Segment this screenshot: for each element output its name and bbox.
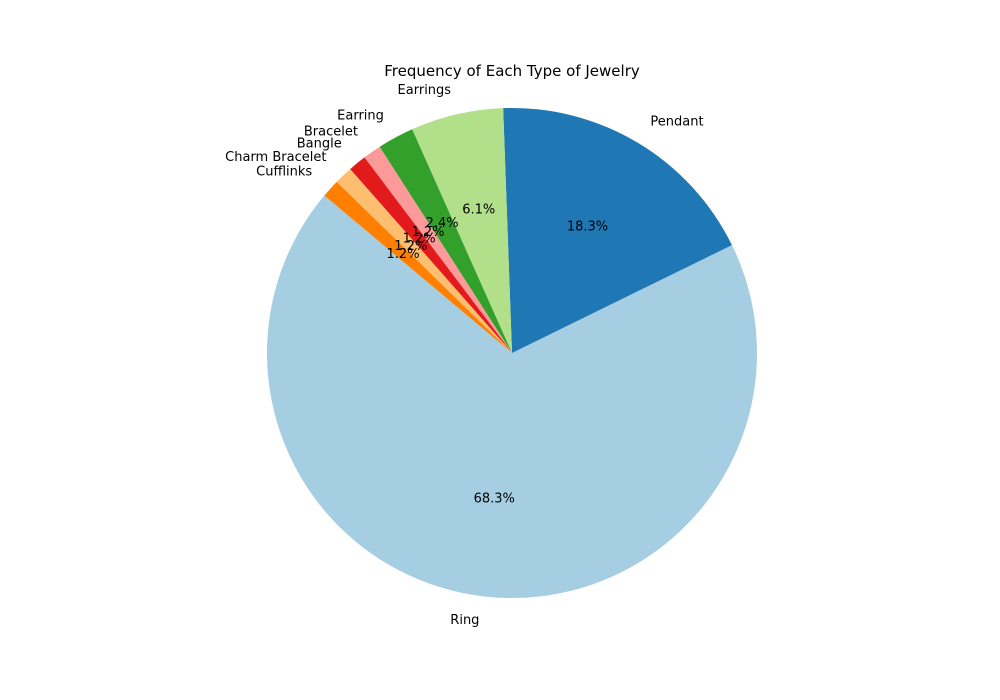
pct-label-cufflinks: 1.2% (387, 247, 420, 262)
slice-label-bangle: Bangle (297, 137, 342, 152)
pie-slice-earring (379, 129, 512, 353)
pct-label-earring: 2.4% (426, 216, 459, 231)
pct-label-bracelet: 1.2% (411, 225, 444, 240)
slice-label-charm-bracelet: Charm Bracelet (225, 150, 326, 165)
pct-label-pendant: 18.3% (567, 219, 608, 234)
pie-slices (266, 107, 758, 599)
slice-label-earring: Earring (337, 108, 384, 123)
pct-label-earrings: 6.1% (462, 202, 495, 217)
pie-slice-earrings (412, 108, 512, 354)
slice-label-earrings: Earrings (398, 83, 452, 98)
pie-labels: Ring 68.3% Pendant 18.3% Earrings 6.1% Earring… (225, 83, 703, 628)
pie-slice-pendant (503, 107, 732, 353)
pie-slice-bracelet (364, 146, 512, 353)
slice-label-pendant: Pendant (650, 114, 703, 129)
pct-label-bangle: 1.2% (403, 232, 436, 247)
pie-slice-ring (266, 195, 758, 599)
pct-label-ring: 68.3% (474, 491, 515, 506)
chart-title: Frequency of Each Type of Jewelry (384, 62, 640, 80)
slice-label-cufflinks: Cufflinks (256, 165, 312, 180)
pie-slice-bangle (350, 157, 512, 353)
pie-slice-charm-bracelet (336, 169, 512, 353)
slice-label-ring: Ring (450, 613, 479, 628)
slice-label-bracelet: Bracelet (304, 124, 358, 139)
pct-label-charm-bracelet: 1.2% (394, 239, 427, 254)
pie-slice-cufflinks (324, 181, 512, 353)
